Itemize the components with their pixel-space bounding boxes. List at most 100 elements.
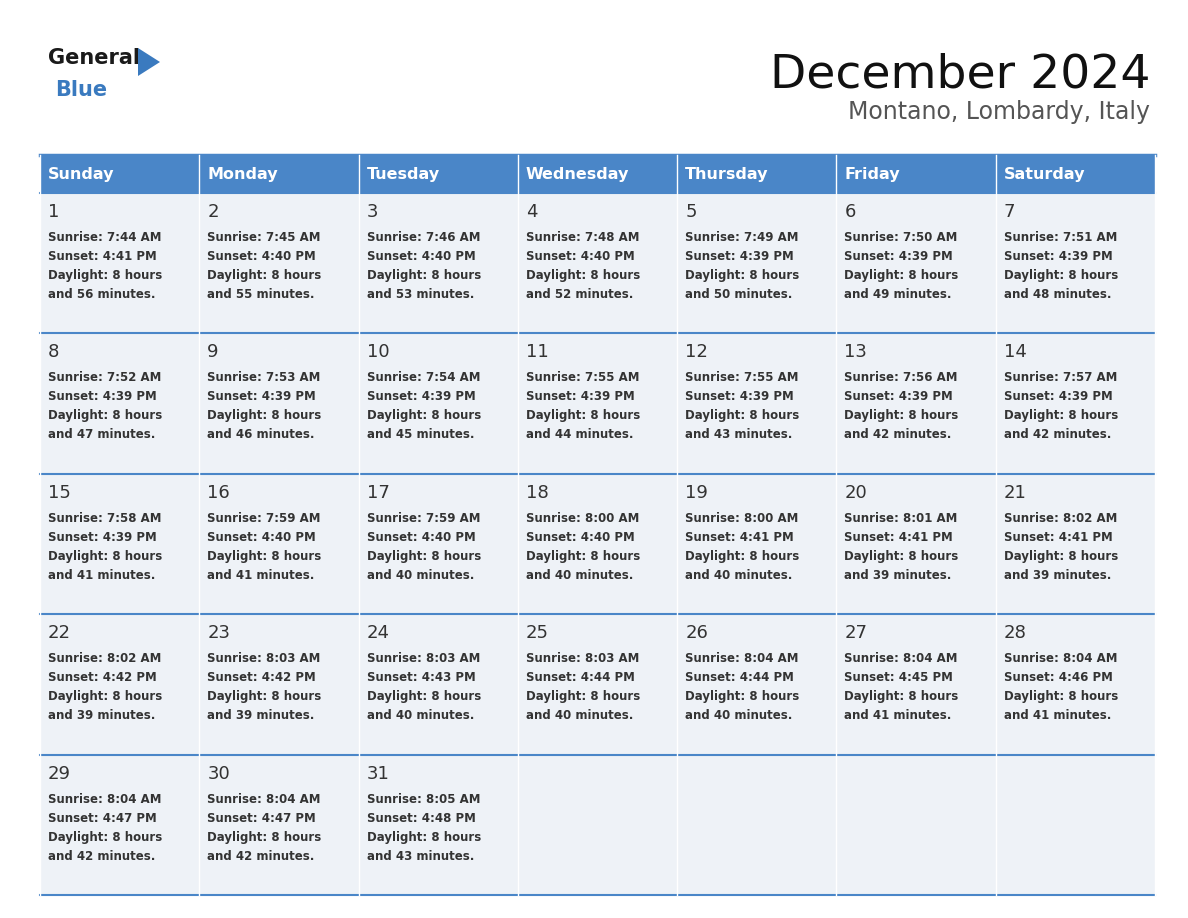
- Bar: [836, 474, 996, 614]
- Text: and 44 minutes.: and 44 minutes.: [526, 429, 633, 442]
- Text: Sunrise: 7:59 AM: Sunrise: 7:59 AM: [207, 512, 321, 525]
- Text: Blue: Blue: [55, 80, 107, 100]
- Text: 9: 9: [207, 343, 219, 362]
- Text: 24: 24: [367, 624, 390, 643]
- Text: General: General: [48, 48, 140, 68]
- Bar: [40, 193, 200, 333]
- Bar: [836, 193, 996, 333]
- Text: Tuesday: Tuesday: [367, 166, 440, 182]
- Text: 31: 31: [367, 765, 390, 783]
- Text: Sunset: 4:39 PM: Sunset: 4:39 PM: [1004, 250, 1112, 263]
- Text: and 41 minutes.: and 41 minutes.: [845, 710, 952, 722]
- Text: Sunset: 4:42 PM: Sunset: 4:42 PM: [48, 671, 157, 684]
- Bar: [677, 333, 836, 474]
- Text: Sunrise: 8:04 AM: Sunrise: 8:04 AM: [685, 652, 798, 666]
- Bar: [359, 193, 518, 333]
- Bar: [677, 155, 836, 193]
- Text: Sunset: 4:40 PM: Sunset: 4:40 PM: [367, 531, 475, 543]
- Bar: [996, 614, 1155, 755]
- Text: and 42 minutes.: and 42 minutes.: [1004, 429, 1111, 442]
- Bar: [200, 155, 359, 193]
- Text: Sunrise: 8:03 AM: Sunrise: 8:03 AM: [207, 652, 321, 666]
- Text: Daylight: 8 hours: Daylight: 8 hours: [845, 550, 959, 563]
- Text: Sunrise: 7:52 AM: Sunrise: 7:52 AM: [48, 372, 162, 385]
- Bar: [40, 155, 200, 193]
- Bar: [200, 755, 359, 895]
- Bar: [836, 155, 996, 193]
- Text: Sunset: 4:39 PM: Sunset: 4:39 PM: [48, 390, 157, 403]
- Text: Daylight: 8 hours: Daylight: 8 hours: [1004, 409, 1118, 422]
- Text: Sunset: 4:40 PM: Sunset: 4:40 PM: [207, 531, 316, 543]
- Text: Sunset: 4:41 PM: Sunset: 4:41 PM: [48, 250, 157, 263]
- Text: 28: 28: [1004, 624, 1026, 643]
- Text: and 50 minutes.: and 50 minutes.: [685, 288, 792, 301]
- Text: Sunrise: 7:55 AM: Sunrise: 7:55 AM: [685, 372, 798, 385]
- Bar: [518, 474, 677, 614]
- Text: Sunset: 4:43 PM: Sunset: 4:43 PM: [367, 671, 475, 684]
- Text: and 41 minutes.: and 41 minutes.: [207, 569, 315, 582]
- Text: Sunrise: 7:51 AM: Sunrise: 7:51 AM: [1004, 231, 1117, 244]
- Text: 27: 27: [845, 624, 867, 643]
- Text: Sunset: 4:40 PM: Sunset: 4:40 PM: [526, 531, 634, 543]
- Bar: [359, 614, 518, 755]
- Text: Sunrise: 7:56 AM: Sunrise: 7:56 AM: [845, 372, 958, 385]
- Text: Daylight: 8 hours: Daylight: 8 hours: [367, 831, 481, 844]
- Text: Daylight: 8 hours: Daylight: 8 hours: [1004, 550, 1118, 563]
- Text: Daylight: 8 hours: Daylight: 8 hours: [48, 409, 163, 422]
- Bar: [518, 193, 677, 333]
- Text: and 39 minutes.: and 39 minutes.: [1004, 569, 1111, 582]
- Text: Sunrise: 8:00 AM: Sunrise: 8:00 AM: [685, 512, 798, 525]
- Text: 19: 19: [685, 484, 708, 502]
- Text: Daylight: 8 hours: Daylight: 8 hours: [845, 409, 959, 422]
- Text: 8: 8: [48, 343, 59, 362]
- Text: Sunday: Sunday: [48, 166, 114, 182]
- Bar: [359, 474, 518, 614]
- Bar: [677, 474, 836, 614]
- Text: and 46 minutes.: and 46 minutes.: [207, 429, 315, 442]
- Text: Sunset: 4:40 PM: Sunset: 4:40 PM: [367, 250, 475, 263]
- Text: and 40 minutes.: and 40 minutes.: [685, 710, 792, 722]
- Text: Sunset: 4:39 PM: Sunset: 4:39 PM: [685, 250, 794, 263]
- Text: 6: 6: [845, 203, 855, 221]
- Text: and 56 minutes.: and 56 minutes.: [48, 288, 156, 301]
- Text: Daylight: 8 hours: Daylight: 8 hours: [1004, 690, 1118, 703]
- Text: Daylight: 8 hours: Daylight: 8 hours: [367, 690, 481, 703]
- Text: Sunset: 4:45 PM: Sunset: 4:45 PM: [845, 671, 953, 684]
- Text: 20: 20: [845, 484, 867, 502]
- Bar: [836, 755, 996, 895]
- Bar: [359, 155, 518, 193]
- Text: 7: 7: [1004, 203, 1016, 221]
- Bar: [996, 155, 1155, 193]
- Text: Sunset: 4:44 PM: Sunset: 4:44 PM: [685, 671, 794, 684]
- Text: Daylight: 8 hours: Daylight: 8 hours: [48, 690, 163, 703]
- Text: and 43 minutes.: and 43 minutes.: [685, 429, 792, 442]
- Text: Sunrise: 8:02 AM: Sunrise: 8:02 AM: [1004, 512, 1117, 525]
- Bar: [200, 333, 359, 474]
- Text: December 2024: December 2024: [770, 52, 1150, 97]
- Bar: [518, 155, 677, 193]
- Bar: [200, 193, 359, 333]
- Text: Daylight: 8 hours: Daylight: 8 hours: [845, 690, 959, 703]
- Text: Sunrise: 7:46 AM: Sunrise: 7:46 AM: [367, 231, 480, 244]
- Text: Daylight: 8 hours: Daylight: 8 hours: [685, 269, 800, 282]
- Text: Sunrise: 7:54 AM: Sunrise: 7:54 AM: [367, 372, 480, 385]
- Bar: [359, 755, 518, 895]
- Text: Daylight: 8 hours: Daylight: 8 hours: [367, 269, 481, 282]
- Bar: [200, 474, 359, 614]
- Text: and 52 minutes.: and 52 minutes.: [526, 288, 633, 301]
- Text: 22: 22: [48, 624, 71, 643]
- Text: Sunrise: 8:04 AM: Sunrise: 8:04 AM: [1004, 652, 1117, 666]
- Text: and 53 minutes.: and 53 minutes.: [367, 288, 474, 301]
- Text: Sunrise: 7:59 AM: Sunrise: 7:59 AM: [367, 512, 480, 525]
- Text: Wednesday: Wednesday: [526, 166, 630, 182]
- Text: Sunset: 4:47 PM: Sunset: 4:47 PM: [207, 812, 316, 824]
- Bar: [836, 333, 996, 474]
- Bar: [996, 755, 1155, 895]
- Text: and 39 minutes.: and 39 minutes.: [845, 569, 952, 582]
- Text: and 41 minutes.: and 41 minutes.: [48, 569, 156, 582]
- Text: Daylight: 8 hours: Daylight: 8 hours: [367, 409, 481, 422]
- Text: Sunset: 4:39 PM: Sunset: 4:39 PM: [1004, 390, 1112, 403]
- Text: 12: 12: [685, 343, 708, 362]
- Text: 4: 4: [526, 203, 537, 221]
- Text: Daylight: 8 hours: Daylight: 8 hours: [207, 690, 322, 703]
